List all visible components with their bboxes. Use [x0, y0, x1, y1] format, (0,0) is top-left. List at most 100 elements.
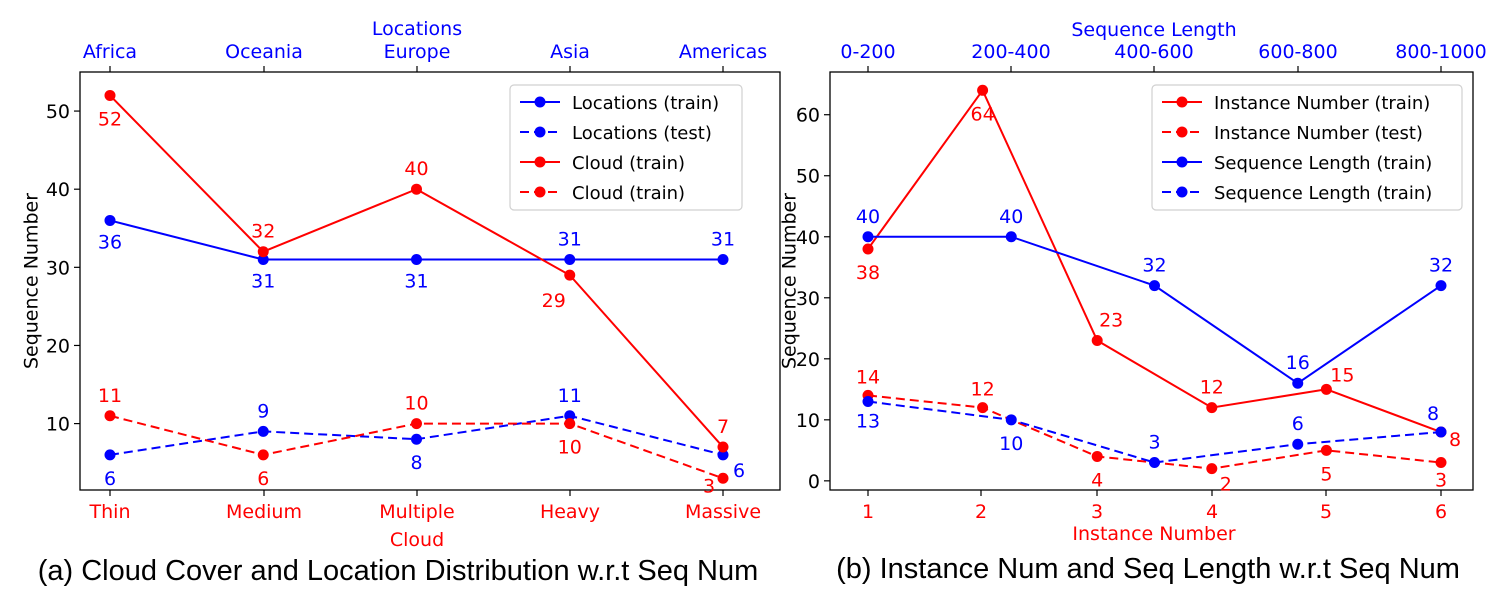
data-point	[862, 231, 874, 243]
y-axis-label: Sequence Number	[779, 193, 801, 369]
data-point	[1320, 383, 1332, 395]
x-bottom-tick-label: Heavy	[540, 501, 600, 523]
data-point	[1292, 377, 1304, 389]
legend-marker	[534, 96, 546, 108]
data-point	[862, 396, 874, 408]
y-tick-label: 10	[46, 414, 70, 436]
data-point	[1091, 450, 1103, 462]
data-label: 11	[98, 385, 122, 407]
data-point	[564, 254, 576, 266]
data-label: 6	[733, 460, 745, 482]
data-label: 14	[856, 366, 880, 388]
data-point	[257, 449, 269, 461]
x-bottom-tick-label: 5	[1320, 501, 1332, 523]
x-top-tick-label: Asia	[550, 41, 590, 63]
data-point	[564, 418, 576, 430]
x-bottom-tick-label: Massive	[685, 501, 761, 523]
y-tick-label: 40	[46, 179, 70, 201]
data-point	[257, 246, 269, 258]
legend: Locations (train) Locations (test) Cloud (…	[509, 84, 743, 211]
data-point	[411, 433, 422, 445]
x-bottom-tick-label: Thin	[89, 501, 131, 523]
data-label: 31	[251, 271, 275, 293]
legend-marker	[534, 156, 546, 168]
legend-marker	[1176, 126, 1188, 138]
data-label: 52	[98, 108, 122, 130]
data-point	[564, 410, 576, 422]
data-label: 8	[1427, 403, 1439, 425]
legend-entry: Sequence Length (train)	[1214, 183, 1432, 204]
x-top-tick-label: 600-800	[1258, 41, 1337, 63]
legend: Instance Number (train) Instance Number (…	[1151, 84, 1463, 211]
panel-a: 10 20 30 40 50 Thin Medium Multiple Heavy Massive…	[21, 18, 781, 587]
panel-caption: (b) Instance Num and Seq Length w.r.t Se…	[836, 553, 1460, 585]
data-label: 8	[410, 452, 422, 474]
series-1: 36 31 31 31 31	[98, 214, 735, 293]
legend-entry: Instance Number (test)	[1214, 123, 1423, 144]
data-label: 11	[558, 385, 582, 407]
data-label: 6	[1292, 413, 1304, 435]
data-point	[1149, 280, 1160, 292]
data-label: 31	[711, 229, 735, 251]
series-line	[867, 88, 1442, 433]
data-label: 15	[1330, 364, 1354, 386]
data-point	[1005, 231, 1017, 243]
panel-caption: (a) Cloud Cover and Location Distributio…	[38, 555, 759, 587]
x-top-tick-label: 800-1000	[1395, 41, 1486, 63]
x-bottom-tick-label: 3	[1091, 501, 1103, 523]
data-label: 9	[257, 400, 269, 422]
data-label: 36	[98, 231, 122, 253]
data-label: 2	[1220, 474, 1232, 496]
data-label: 31	[558, 229, 582, 251]
data-point	[257, 254, 269, 266]
data-label: 12	[971, 379, 995, 401]
y-tick-label: 20	[46, 335, 70, 357]
series-3: 40 40 32 16 32	[856, 206, 1453, 389]
data-point	[1435, 280, 1447, 292]
data-point	[411, 418, 422, 430]
data-point	[1206, 463, 1218, 475]
data-point	[717, 254, 729, 266]
series-4: 13 10 3 6 8	[856, 396, 1447, 469]
plot-frame	[829, 71, 1474, 491]
x-top-axis-label: Sequence Length	[1071, 19, 1236, 41]
legend-marker	[1176, 186, 1188, 198]
data-label: 23	[1099, 309, 1123, 331]
x-top-tick-label: Oceania	[225, 41, 303, 63]
series-line	[109, 219, 723, 261]
x-top-tick-label: 400-600	[1114, 41, 1193, 63]
legend-marker	[1176, 156, 1188, 168]
legend-entry: Locations (test)	[572, 123, 712, 144]
data-point	[1320, 444, 1332, 456]
legend-entry: Sequence Length (train)	[1214, 153, 1432, 174]
legend-marker	[534, 186, 546, 198]
data-label: 31	[404, 271, 428, 293]
data-point	[104, 449, 116, 461]
y-tick-label: 30	[796, 288, 820, 310]
legend-entry: Cloud (train)	[572, 153, 685, 174]
data-point	[977, 402, 989, 414]
x-bottom-tick-label: 4	[1206, 501, 1218, 523]
legend-box	[509, 84, 743, 211]
x-bottom-tick-label: Multiple	[379, 501, 454, 523]
data-point	[564, 269, 576, 281]
data-label: 4	[1091, 469, 1103, 491]
legend-marker	[1176, 96, 1188, 108]
data-point	[257, 425, 269, 437]
legend-box	[1151, 84, 1463, 211]
y-tick-label: 0	[808, 471, 820, 493]
y-tick-label: 50	[796, 166, 820, 188]
data-point	[104, 89, 116, 101]
data-label: 7	[717, 416, 729, 438]
data-label: 3	[1435, 470, 1447, 492]
y-tick-label: 40	[796, 227, 820, 249]
data-label: 10	[558, 437, 582, 459]
data-point	[1206, 402, 1218, 414]
data-label: 12	[1200, 377, 1224, 399]
x-top-axis-label: Locations	[372, 18, 462, 40]
x-bottom-axis-label: Cloud	[390, 529, 444, 551]
data-point	[1435, 457, 1447, 469]
data-point	[717, 441, 729, 453]
x-top-tick-label: 200-400	[971, 41, 1050, 63]
